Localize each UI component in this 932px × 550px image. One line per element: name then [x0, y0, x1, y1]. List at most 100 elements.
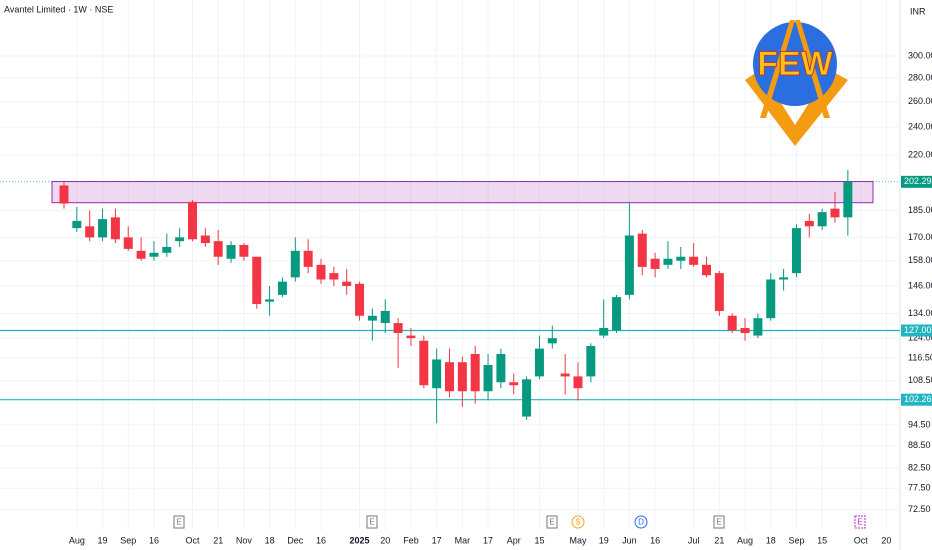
- x-tick-label: 18: [766, 535, 776, 545]
- y-tick-label: 134.00: [908, 308, 932, 318]
- candle-body: [188, 201, 197, 240]
- x-tick-label: 17: [483, 535, 493, 545]
- x-tick-label: 21: [714, 535, 724, 545]
- logo: FEW: [745, 20, 848, 146]
- y-tick-label: 220.00: [908, 149, 932, 159]
- candle-body: [329, 273, 339, 280]
- candle-body: [445, 362, 454, 392]
- candle-body: [573, 376, 583, 389]
- candle-body: [779, 277, 789, 280]
- event-marker: [366, 515, 378, 529]
- candle-body: [753, 318, 763, 336]
- candle-body: [740, 328, 750, 334]
- x-tick-label: Nov: [236, 535, 253, 545]
- x-tick-label: 17: [432, 535, 442, 545]
- candle-body: [650, 258, 660, 269]
- candle-body: [252, 256, 262, 304]
- candle-body: [432, 359, 442, 389]
- y-tick-label: 77.50: [908, 483, 931, 493]
- candle-body: [843, 181, 853, 218]
- candle-body: [162, 246, 172, 253]
- y-tick-label: 170.00: [908, 232, 932, 242]
- candle-body: [534, 348, 544, 377]
- logo-compass-left: [760, 20, 795, 118]
- y-tick-label: 124.00: [908, 333, 932, 343]
- y-tick-label: 82.50: [908, 463, 931, 473]
- candle-body: [265, 299, 275, 302]
- candle-body: [110, 217, 120, 240]
- x-tick-label: 16: [316, 535, 326, 545]
- x-tick-label: Oct: [185, 535, 200, 545]
- x-tick-label: 18: [265, 535, 275, 545]
- candle-body: [200, 235, 210, 244]
- y-tick-label: 240.00: [908, 122, 932, 132]
- candle-body: [175, 237, 185, 242]
- candle-body: [355, 283, 365, 316]
- candle-body: [393, 323, 403, 334]
- event-marker: [571, 515, 585, 529]
- candle-body: [342, 281, 352, 286]
- axes: 300.00 280.00 260.00 240.00 220.00 185.00 170.…: [69, 50, 932, 545]
- event-label: D: [638, 518, 644, 527]
- price-label: 127.00: [904, 325, 932, 335]
- price-label: 102.26: [904, 394, 932, 404]
- x-tick-label: Aug: [737, 535, 753, 545]
- event-label: $: [576, 518, 581, 527]
- candle-body: [817, 212, 827, 227]
- event-marker: [173, 515, 185, 529]
- candle-body: [380, 311, 390, 324]
- y-tick-label: 300.00: [908, 50, 932, 60]
- candle-body: [290, 250, 300, 278]
- chart-title: Avantel Limited · 1W · NSE: [4, 4, 113, 14]
- y-tick-label: 72.50: [908, 504, 931, 514]
- candle-body: [496, 353, 506, 383]
- x-tick-label: 15: [534, 535, 544, 545]
- x-tick-label: Apr: [507, 535, 521, 545]
- candle-body: [663, 258, 673, 265]
- candle-body: [213, 241, 223, 257]
- candle-body: [367, 315, 377, 321]
- candle-body: [727, 315, 737, 331]
- candle-body: [509, 382, 519, 386]
- price-label-box: [901, 324, 932, 337]
- candle-body: [316, 264, 326, 280]
- x-tick-label: May: [569, 535, 587, 545]
- candle-body: [470, 353, 480, 392]
- candle-body: [149, 252, 159, 257]
- y-tick-label: 94.50: [908, 419, 931, 429]
- event-label: E: [176, 518, 181, 527]
- event-label: E: [716, 518, 721, 527]
- plot: [0, 169, 900, 424]
- x-tick-label: Sep: [788, 535, 804, 545]
- candle-body: [637, 233, 647, 267]
- candle-body: [714, 273, 724, 312]
- candle-body: [702, 264, 711, 276]
- candle-body: [226, 244, 236, 259]
- x-tick-label: Jun: [622, 535, 637, 545]
- x-tick-label: 21: [213, 535, 223, 545]
- logo-text: FEW: [757, 45, 833, 83]
- y-tick-label: 158.00: [908, 255, 932, 265]
- event-marker: [634, 515, 648, 529]
- currency: INR: [910, 6, 926, 16]
- y-tick-label: 108.50: [908, 375, 932, 385]
- candle-body: [766, 279, 776, 319]
- candle-body: [483, 364, 493, 392]
- x-tick-label: Oct: [854, 535, 869, 545]
- x-tick-label: Sep: [120, 535, 136, 545]
- x-tick-label: 19: [599, 535, 609, 545]
- grid: [0, 0, 900, 530]
- price-label-box: [901, 393, 932, 406]
- event-marker: [713, 515, 725, 529]
- x-tick-label: 15: [817, 535, 827, 545]
- y-tick-label: 116.50: [908, 352, 932, 362]
- x-tick-label: Jul: [688, 535, 700, 545]
- candle-body: [123, 237, 133, 249]
- x-tick-label: 20: [380, 535, 390, 545]
- event-marker: [546, 515, 558, 529]
- y-tick-label: 146.00: [908, 280, 932, 290]
- candle-body: [457, 362, 467, 392]
- candle-body: [689, 256, 699, 265]
- candle-body: [599, 328, 609, 336]
